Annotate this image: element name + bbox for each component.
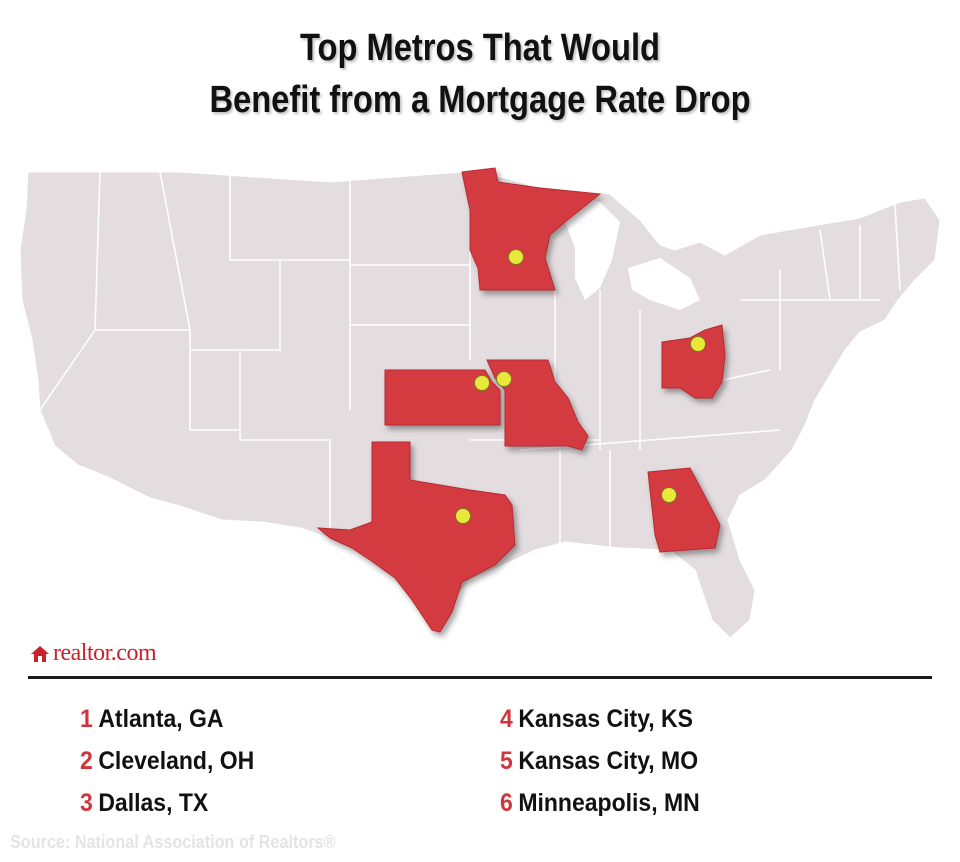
logo-text: realtor.com (53, 640, 157, 666)
state-kansas (384, 369, 501, 426)
title-line-1: Top Metros That Would (299, 27, 661, 69)
rank-number: 6 (500, 789, 513, 817)
metro-markers (455, 249, 706, 524)
list-item: 5 Kansas City, MO (500, 740, 700, 782)
marker-kansas-city-mo (496, 371, 512, 387)
state-ohio (661, 324, 726, 399)
state-minnesota (461, 167, 602, 291)
metro-name: Kansas City, MO (518, 747, 699, 775)
marker-minneapolis (508, 249, 524, 265)
source-note: Source: National Association of Realtors… (10, 832, 336, 852)
state-texas (316, 441, 516, 633)
marker-kansas-city-ks (474, 375, 490, 391)
marker-dallas (455, 508, 471, 524)
list-item: 4 Kansas City, KS (500, 698, 700, 740)
realtor-logo: realtor.com (30, 640, 157, 667)
highlighted-states (316, 167, 726, 633)
list-item: 3 Dallas, TX (80, 782, 254, 824)
rank-number: 3 (80, 789, 93, 817)
list-item: 1 Atlanta, GA (80, 698, 254, 740)
metro-name: Cleveland, OH (98, 747, 255, 775)
great-lakes (558, 190, 700, 310)
list-item: 6 Minneapolis, MN (500, 782, 700, 824)
list-item: 2 Cleveland, OH (80, 740, 254, 782)
metro-list-right: 4 Kansas City, KS 5 Kansas City, MO 6 Minne… (500, 698, 717, 824)
metro-name: Kansas City, KS (518, 705, 694, 733)
metro-name: Atlanta, GA (98, 705, 224, 733)
house-icon (31, 645, 49, 662)
title-line-2: Benefit from a Mortgage Rate Drop (209, 79, 751, 121)
marker-atlanta (661, 487, 677, 503)
marker-cleveland (690, 336, 706, 352)
metro-list-left: 1 Atlanta, GA 2 Cleveland, OH 3 Dallas, TX (80, 698, 269, 824)
map-title: Top Metros That Would Benefit from a Mor… (67, 22, 893, 126)
rank-number: 4 (500, 705, 513, 733)
divider (28, 676, 932, 679)
us-map (19, 167, 941, 639)
metro-name: Dallas, TX (98, 789, 209, 817)
rank-number: 1 (80, 705, 93, 733)
metro-name: Minneapolis, MN (518, 789, 700, 817)
state-missouri (486, 359, 589, 451)
rank-number: 5 (500, 747, 513, 775)
rank-number: 2 (80, 747, 93, 775)
